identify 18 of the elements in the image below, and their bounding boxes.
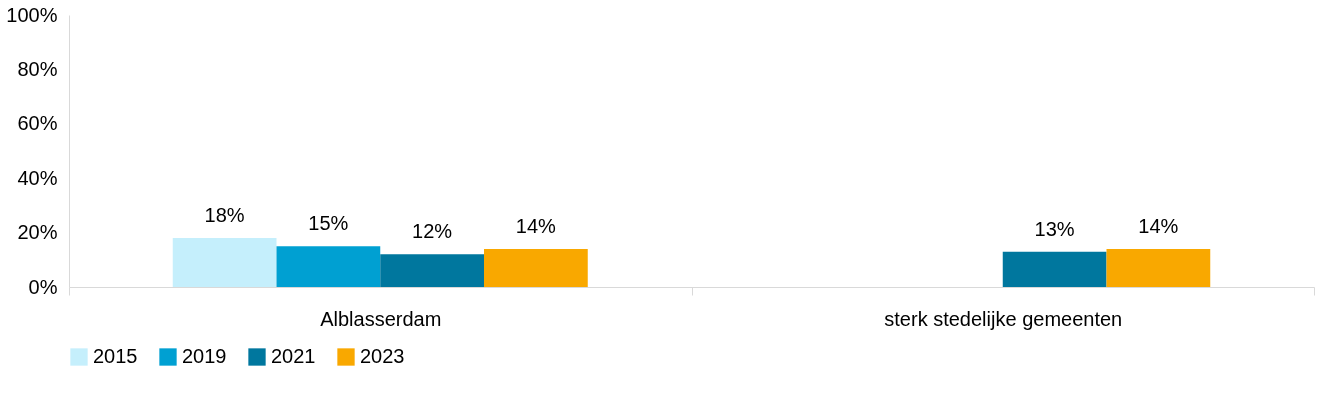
x-tick-label: sterk stedelijke gemeenten [884,307,1123,330]
y-tick-label: 20% [17,221,58,244]
data-label: 14% [1138,214,1179,237]
legend-label: 2023 [360,345,405,367]
y-tick-label: 0% [28,275,58,298]
legend-label: 2021 [271,345,316,367]
data-label: 13% [1034,217,1075,240]
data-label: 15% [308,212,349,235]
legend-label: 2015 [93,345,138,367]
y-tick-label: 100% [6,3,58,26]
data-label: 12% [412,220,453,243]
data-label: 18% [204,204,245,227]
legend-label: 2019 [182,345,227,367]
y-tick-label: 40% [17,166,58,189]
y-tick-label: 80% [17,57,58,80]
data-label: 14% [515,214,557,237]
y-tick-label: 60% [17,112,58,135]
x-tick-label: Alblasserdam [320,307,442,330]
